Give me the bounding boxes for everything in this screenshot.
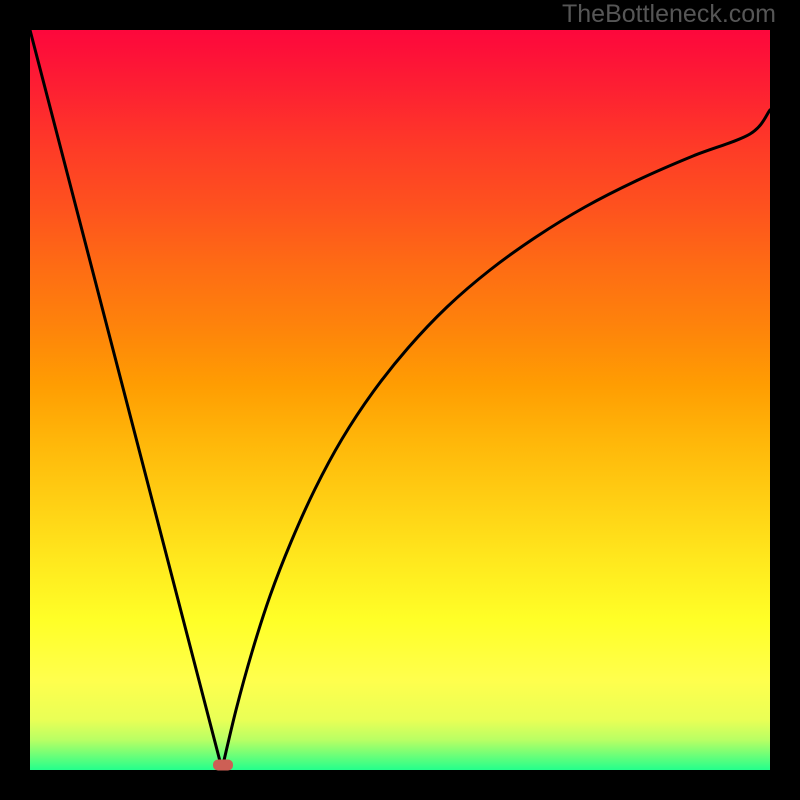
- chart-frame: [0, 0, 800, 800]
- watermark-text: TheBottleneck.com: [562, 0, 776, 29]
- plot-area: [30, 30, 770, 770]
